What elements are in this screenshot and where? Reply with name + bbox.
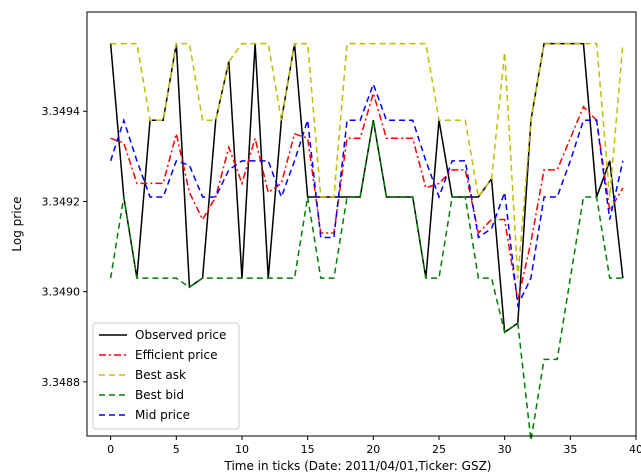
x-tick-label: 5 xyxy=(173,443,180,456)
y-axis-title: Log price xyxy=(10,196,24,251)
legend-label: Best ask xyxy=(135,368,186,382)
x-tick-label: 10 xyxy=(235,443,249,456)
x-tick-label: 25 xyxy=(432,443,446,456)
x-tick-label: 40 xyxy=(629,443,641,456)
series-line-2 xyxy=(110,42,624,279)
y-tick-label: 3.3494 xyxy=(42,105,81,118)
x-tick-label: 20 xyxy=(366,443,380,456)
legend-label: Efficient price xyxy=(135,348,218,362)
series-line-4 xyxy=(109,81,624,308)
x-axis-title: Time in ticks (Date: 2011/04/01,Ticker: … xyxy=(224,459,492,473)
legend-label: Mid price xyxy=(135,408,190,422)
x-tick-label: 35 xyxy=(563,443,577,456)
y-axis: 3.3488 3.3490 3.3492 3.3494 xyxy=(42,105,87,389)
y-tick-label: 3.3492 xyxy=(42,195,81,208)
x-axis: 0 5 10 15 20 25 30 35 40 xyxy=(107,436,641,456)
plot-frame xyxy=(86,11,637,437)
x-tick-label: 15 xyxy=(301,443,315,456)
y-tick-label: 3.3488 xyxy=(42,376,81,389)
legend: Observed price Efficient price Best ask Bes… xyxy=(92,322,240,430)
legend-box xyxy=(92,322,240,430)
legend-label: Observed price xyxy=(135,328,226,342)
series-layer xyxy=(109,42,624,441)
y-tick-label: 3.3490 xyxy=(42,286,81,299)
x-tick-label: 0 xyxy=(107,443,114,456)
series-line-1 xyxy=(110,90,624,301)
x-tick-label: 30 xyxy=(498,443,512,456)
legend-label: Best bid xyxy=(135,388,184,402)
